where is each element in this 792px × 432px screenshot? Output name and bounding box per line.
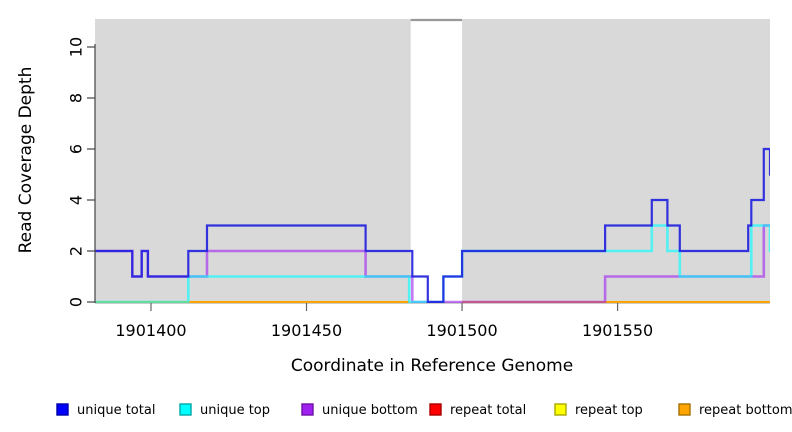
x-tick-label: 1901500: [426, 321, 497, 340]
y-tick-label: 8: [67, 93, 86, 103]
legend-swatch-unique-total: [56, 403, 69, 416]
y-tick-label: 6: [67, 144, 86, 154]
series-layer: [95, 147, 770, 303]
plot-background-layer: [95, 18, 770, 304]
series-unique-total-line: [95, 147, 770, 303]
legend-swatch-repeat-total: [429, 403, 442, 416]
legend-label: unique total: [77, 403, 155, 418]
legend: unique total unique top unique bottom repea…: [56, 403, 792, 418]
legend-label: unique top: [200, 403, 270, 418]
y-tick-label: 4: [67, 195, 86, 205]
x-tick-label: 1901550: [582, 321, 653, 340]
x-tick-label: 1901450: [271, 321, 342, 340]
x-tick-label: 1901400: [115, 321, 186, 340]
y-axis-title: Read Coverage Depth: [16, 67, 36, 254]
legend-item: unique top: [179, 403, 270, 418]
legend-swatch-repeat-top: [554, 403, 567, 416]
legend-label: repeat top: [575, 403, 643, 418]
legend-swatch-unique-bottom: [301, 403, 314, 416]
legend-item: repeat bottom: [678, 403, 792, 418]
y-tick-label: 2: [67, 246, 86, 256]
masked-region: [410, 19, 463, 303]
legend-label: repeat total: [450, 403, 526, 418]
y-tick-label: 10: [67, 37, 86, 57]
legend-label: repeat bottom: [699, 403, 792, 418]
legend-swatch-repeat-bottom: [678, 403, 691, 416]
legend-label: unique bottom: [322, 403, 418, 418]
x-axis-title: Coordinate in Reference Genome: [291, 356, 573, 376]
axes-layer: 0 2 4 6 8 10 1901400 1901450 1901500 1901550: [67, 37, 654, 340]
legend-item: unique total: [56, 403, 155, 418]
legend-item: repeat top: [554, 403, 643, 418]
legend-swatch-unique-top: [179, 403, 192, 416]
legend-item: repeat total: [429, 403, 526, 418]
legend-item: unique bottom: [301, 403, 418, 418]
series-unique-top-line: [95, 224, 770, 303]
y-tick-label: 0: [67, 297, 86, 307]
